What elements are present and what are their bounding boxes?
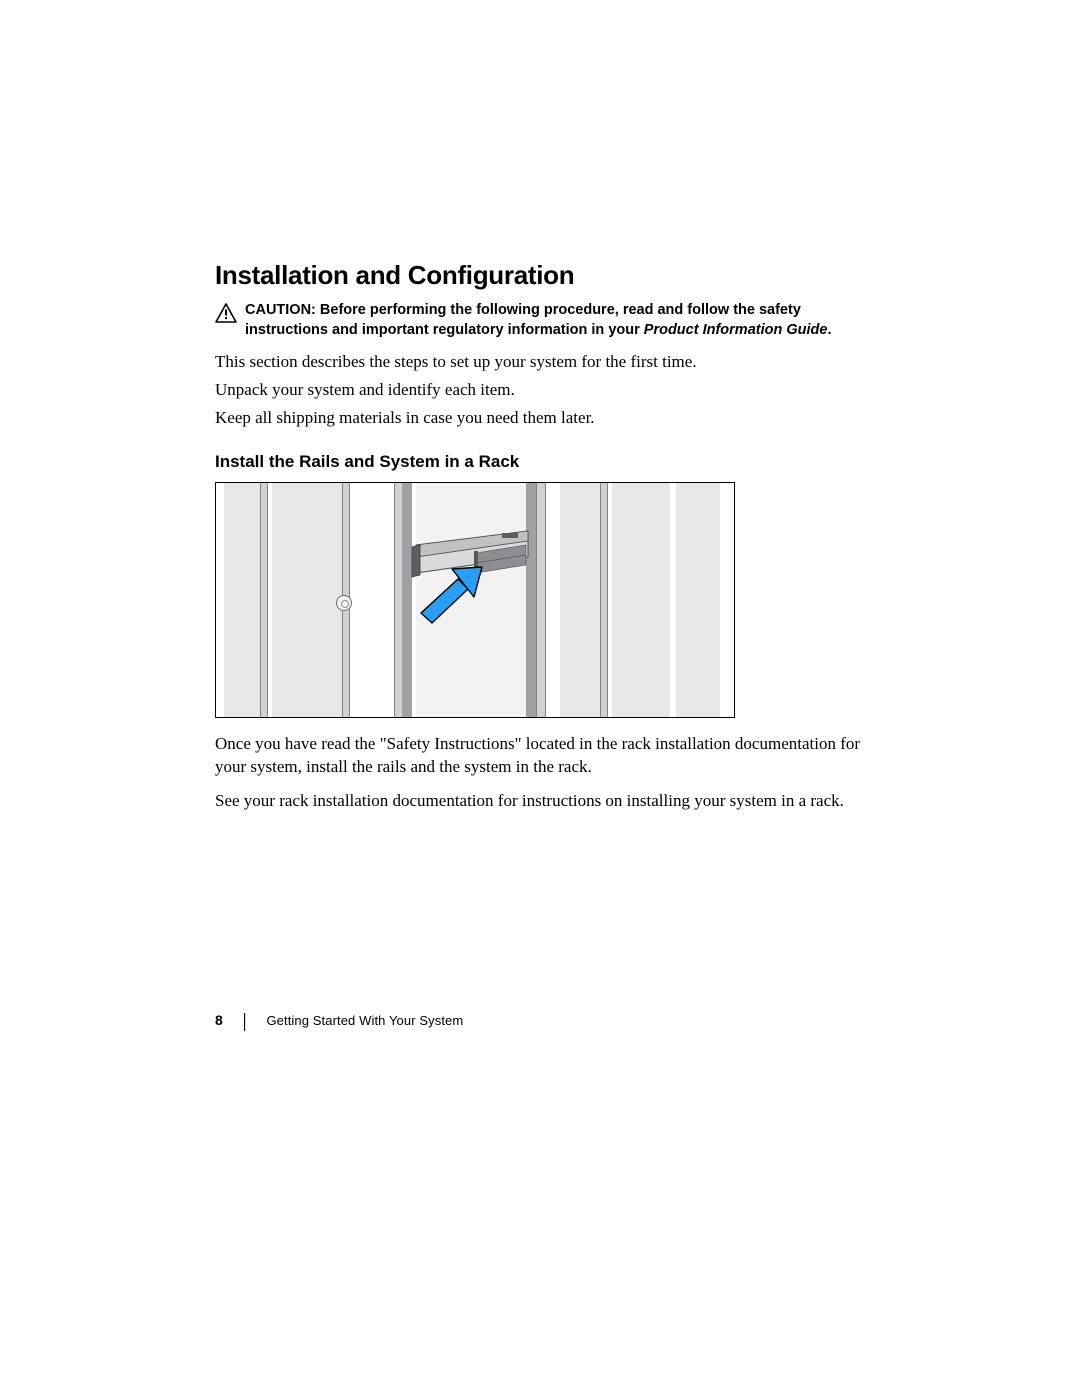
caution-icon: [215, 303, 237, 328]
rack-install-figure: [215, 482, 735, 718]
page-footer: 8 | Getting Started With Your System: [215, 1012, 463, 1028]
after-figure-paragraph-1: Once you have read the "Safety Instructi…: [215, 732, 875, 780]
intro-paragraph-3: Keep all shipping materials in case you …: [215, 406, 875, 430]
caution-guide: Product Information Guide: [644, 322, 828, 338]
section-subheading: Install the Rails and System in a Rack: [215, 452, 875, 472]
caution-text: CAUTION: Before performing the following…: [245, 301, 875, 340]
footer-title: Getting Started With Your System: [266, 1013, 463, 1028]
page: Installation and Configuration CAUTION: …: [0, 0, 1080, 1397]
spacer: [215, 718, 875, 732]
intro-paragraph-2: Unpack your system and identify each ite…: [215, 378, 875, 402]
caution-label: CAUTION:: [245, 302, 316, 318]
page-number: 8: [215, 1012, 223, 1028]
caution-tail: .: [827, 322, 831, 338]
caution-block: CAUTION: Before performing the following…: [215, 301, 875, 340]
footer-separator: |: [243, 1010, 247, 1030]
intro-paragraph-1: This section describes the steps to set …: [215, 350, 875, 374]
page-title: Installation and Configuration: [215, 260, 875, 291]
server-illustration: [216, 483, 735, 718]
after-figure-paragraph-2: See your rack installation documentation…: [215, 789, 875, 813]
